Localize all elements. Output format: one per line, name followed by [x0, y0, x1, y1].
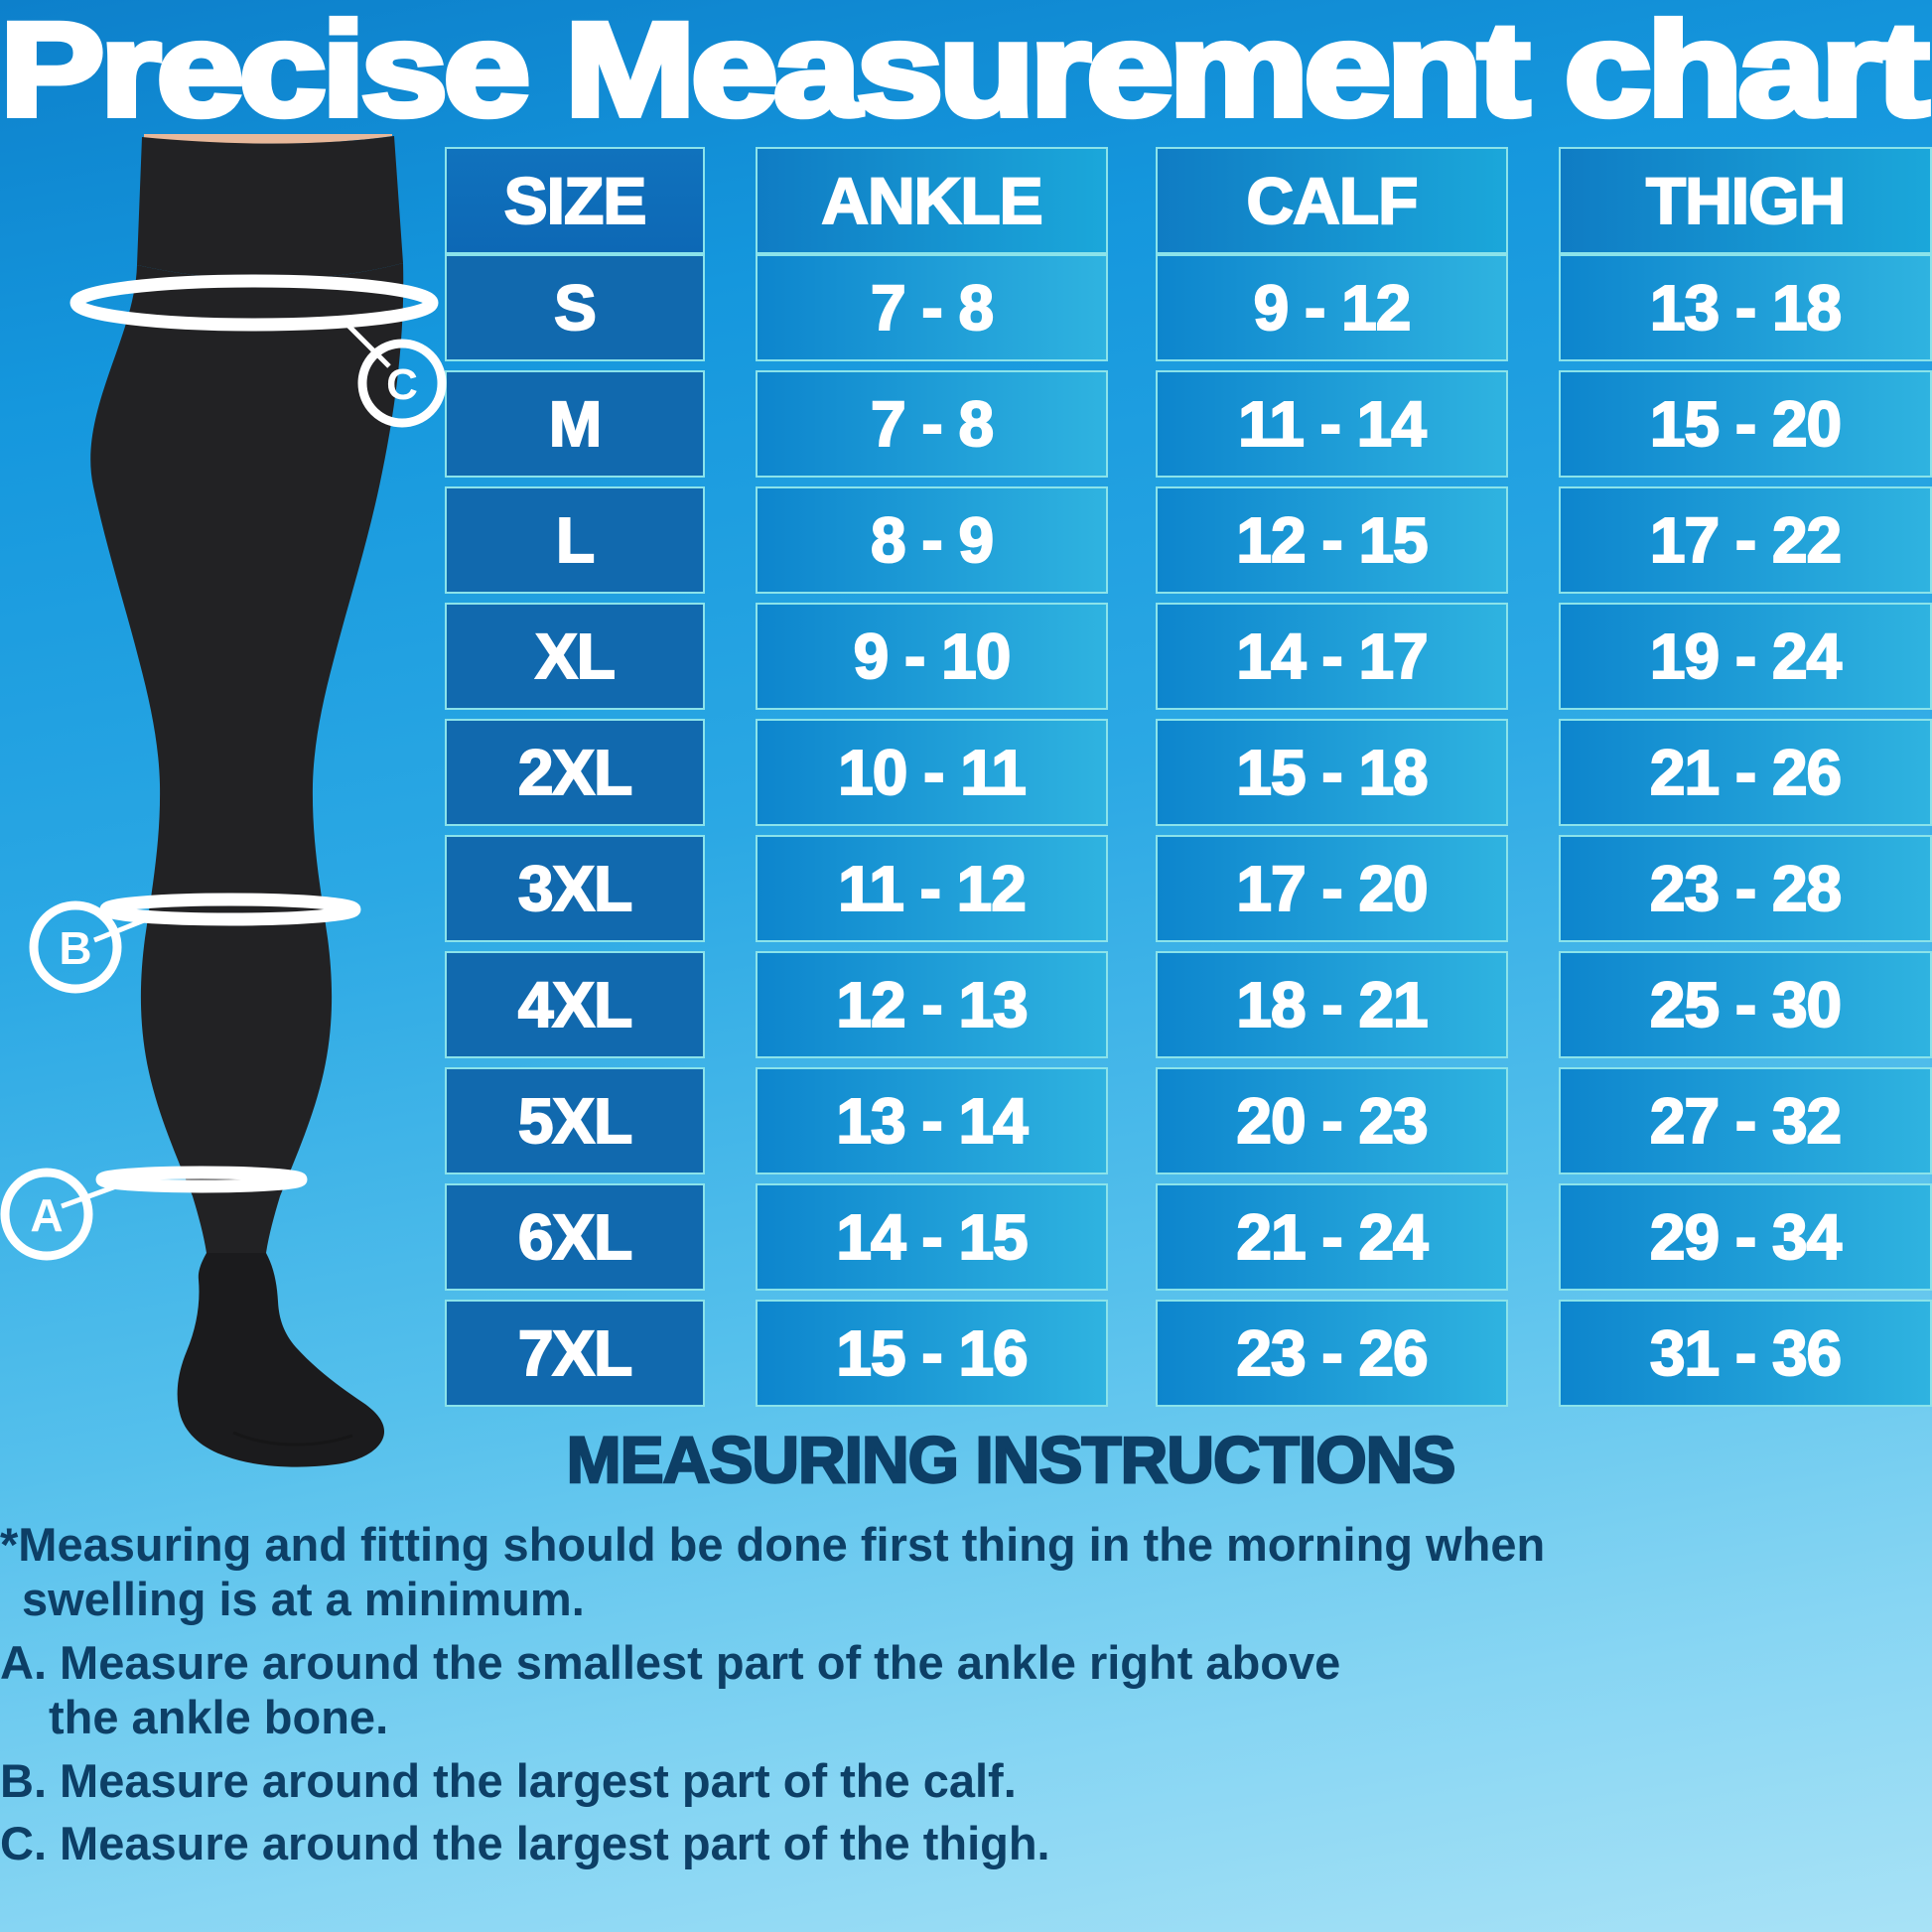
svg-text:A: A — [30, 1189, 63, 1241]
svg-text:C: C — [386, 360, 418, 409]
svg-text:B: B — [59, 922, 91, 974]
